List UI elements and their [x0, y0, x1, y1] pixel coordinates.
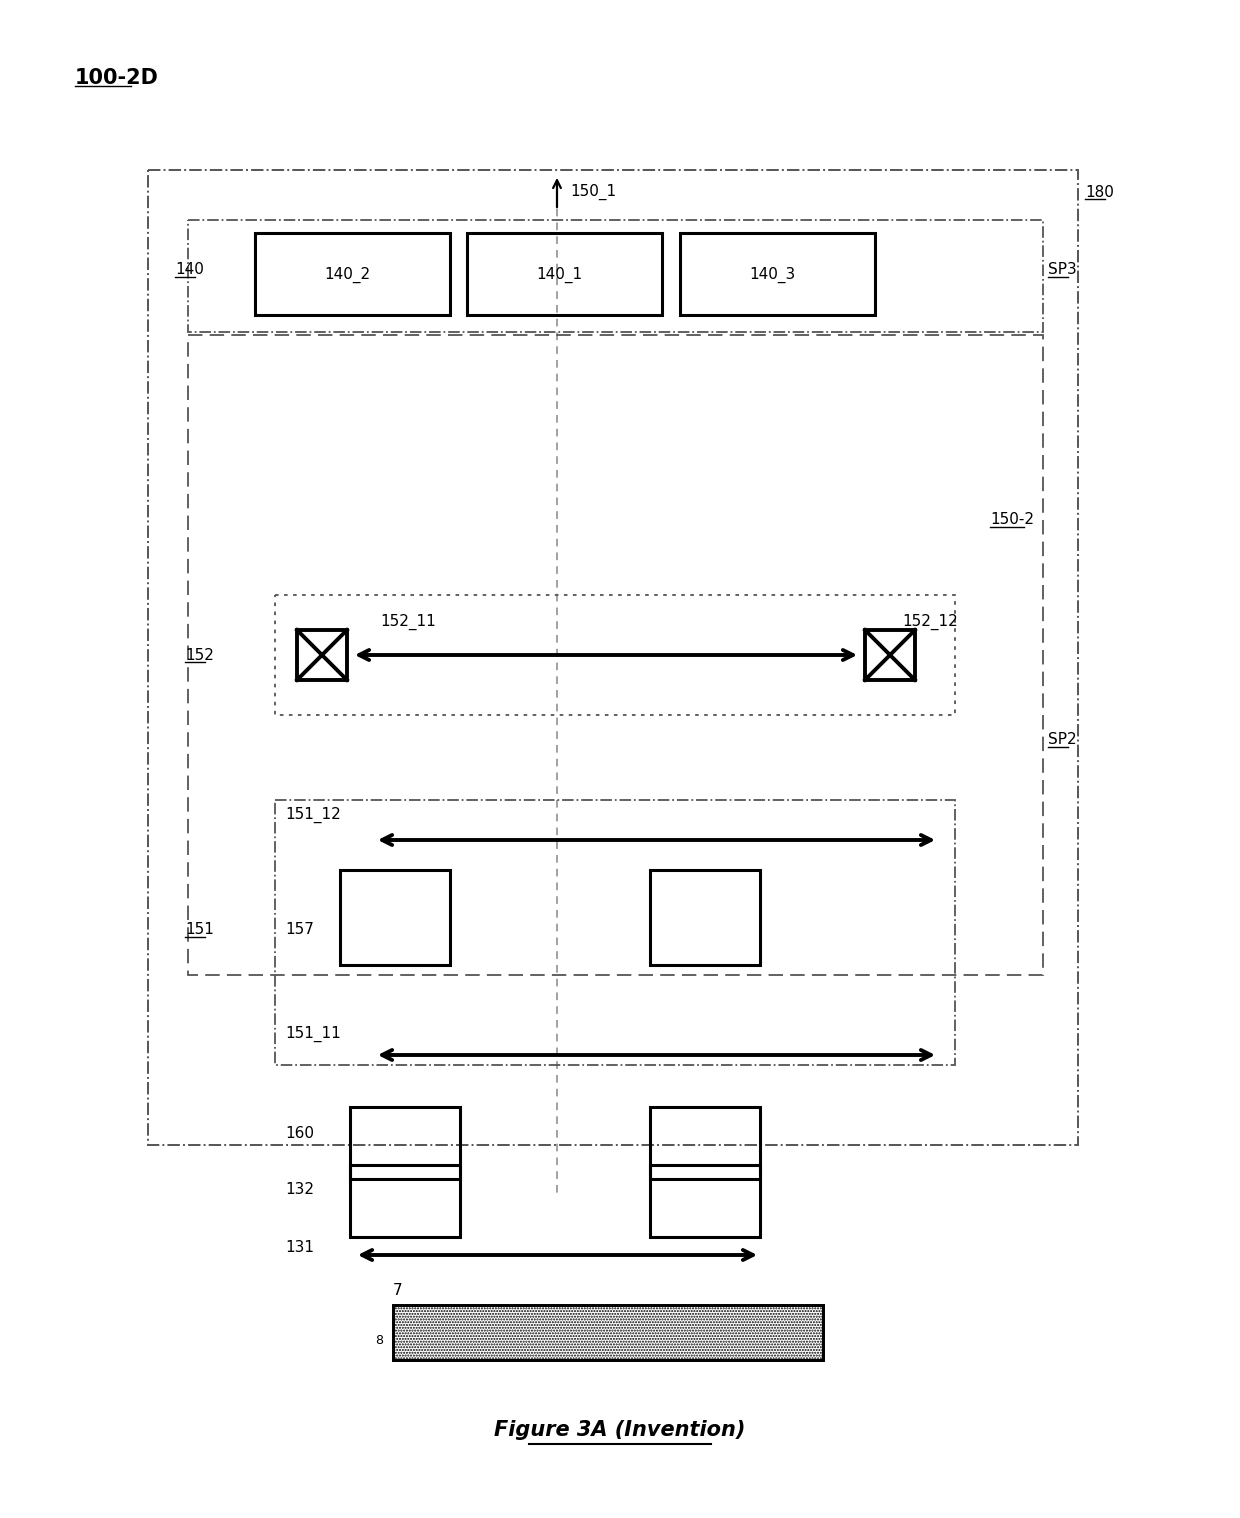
Bar: [650, 1164, 760, 1237]
Text: SP3: SP3: [1048, 263, 1076, 278]
Text: 151_12: 151_12: [285, 806, 341, 823]
Text: 132: 132: [285, 1183, 314, 1198]
Text: 100-2D: 100-2D: [74, 68, 159, 88]
Bar: [467, 232, 662, 316]
Bar: [255, 232, 450, 316]
Text: 157: 157: [285, 923, 314, 938]
Text: 7: 7: [393, 1283, 403, 1298]
Text: 140_1: 140_1: [536, 267, 582, 282]
Text: 152_12: 152_12: [901, 613, 957, 630]
Bar: [148, 170, 1078, 1145]
Text: SP2: SP2: [1048, 733, 1076, 747]
Text: 131: 131: [285, 1240, 314, 1255]
Bar: [393, 1305, 823, 1360]
Bar: [650, 870, 760, 965]
Bar: [650, 1107, 760, 1179]
Bar: [275, 800, 955, 1066]
Bar: [680, 232, 875, 316]
Bar: [340, 870, 450, 965]
Text: 151_11: 151_11: [285, 1026, 341, 1041]
Text: 8: 8: [374, 1333, 383, 1346]
Bar: [298, 630, 347, 680]
Text: 180: 180: [1085, 185, 1114, 200]
Text: 152_11: 152_11: [379, 613, 435, 630]
Text: 150_1: 150_1: [570, 184, 616, 200]
Text: 160: 160: [285, 1125, 314, 1140]
Text: 151: 151: [185, 923, 213, 938]
Text: 150-2: 150-2: [990, 513, 1034, 527]
Text: 140: 140: [175, 263, 203, 278]
Bar: [393, 1305, 823, 1360]
Bar: [275, 595, 955, 715]
Bar: [350, 1107, 460, 1179]
Bar: [350, 1164, 460, 1237]
Text: 140_3: 140_3: [749, 267, 795, 282]
Text: 140_2: 140_2: [324, 267, 370, 282]
Text: Figure 3A (Invention): Figure 3A (Invention): [495, 1419, 745, 1441]
Text: 152: 152: [185, 648, 213, 662]
Bar: [188, 335, 1043, 975]
Bar: [866, 630, 915, 680]
Bar: [188, 220, 1043, 332]
